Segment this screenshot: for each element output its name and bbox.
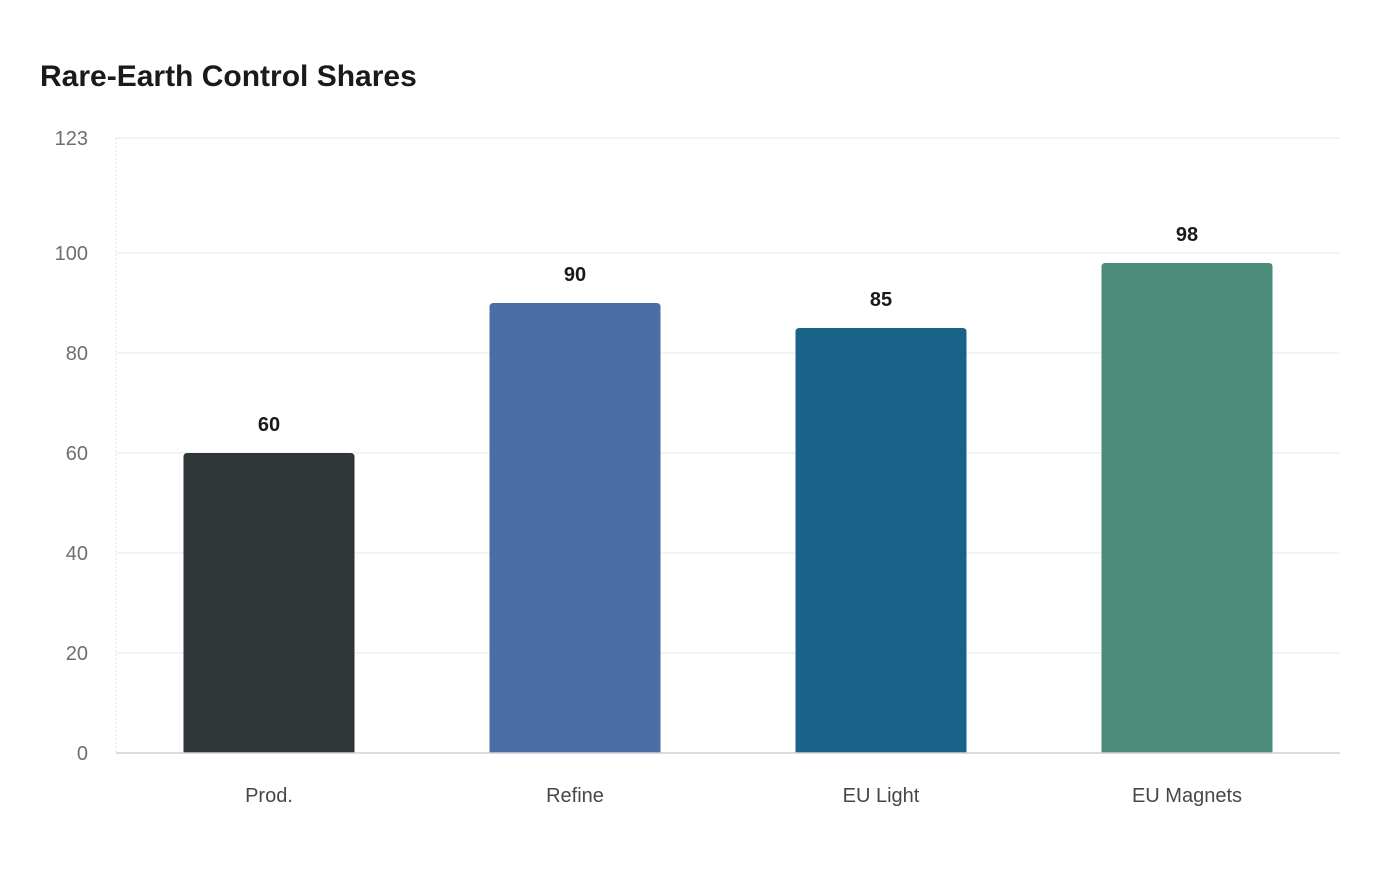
bars	[183, 263, 1273, 753]
x-tick-label: Prod.	[245, 785, 293, 807]
data-label: 85	[870, 289, 892, 311]
x-tick-label: EU Magnets	[1132, 785, 1242, 807]
data-label: 98	[1176, 224, 1198, 246]
y-tick-label: 100	[55, 243, 88, 265]
chart-title: Rare-Earth Control Shares	[40, 60, 417, 93]
y-tick-label: 80	[66, 343, 88, 365]
bar-eu-magnets	[1101, 263, 1273, 753]
bar-eu-light	[795, 328, 967, 753]
axes	[115, 138, 1340, 754]
data-label: 90	[564, 264, 586, 286]
bar-refine	[489, 303, 661, 753]
x-tick-label: EU Light	[843, 785, 920, 807]
bar-prod	[183, 453, 355, 753]
y-tick-label: 40	[66, 543, 88, 565]
y-tick-label: 20	[66, 643, 88, 665]
x-tick-label: Refine	[546, 785, 604, 807]
y-tick-label: 123	[55, 128, 88, 150]
y-tick-label: 60	[66, 443, 88, 465]
labels: 0 20 40 60 80 100 123 60 Prod. 90 Refine 85 EU Light…	[55, 128, 1242, 807]
y-tick-label: 0	[77, 743, 88, 765]
data-label: 60	[258, 414, 280, 436]
